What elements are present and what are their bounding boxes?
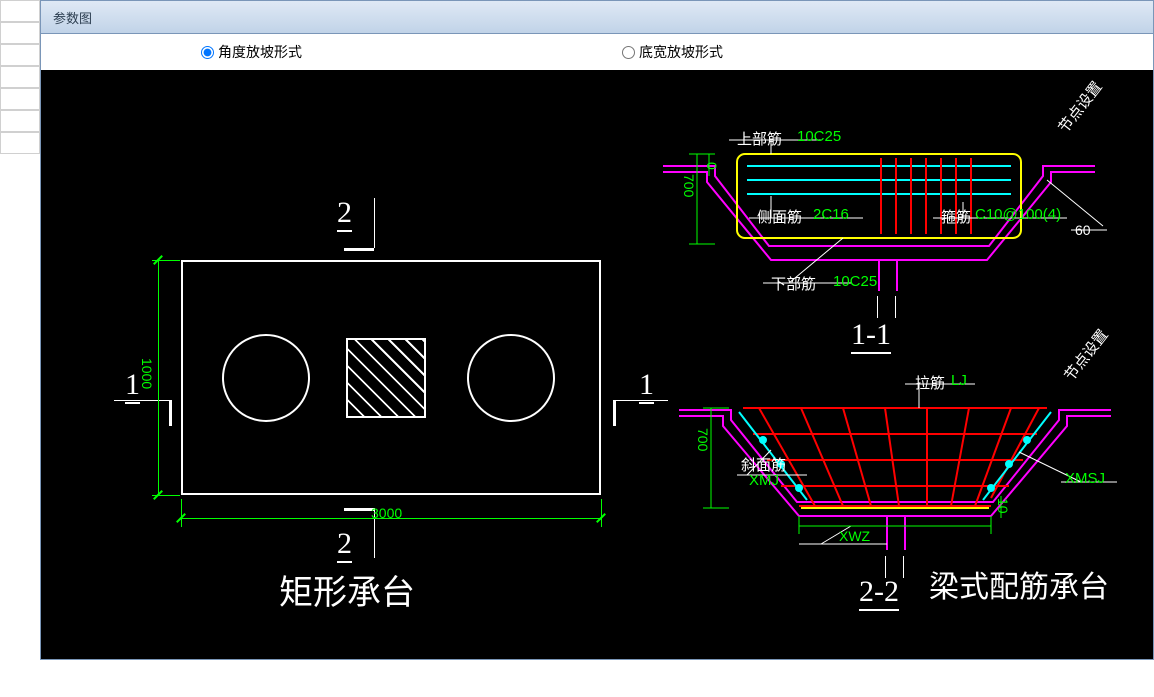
left-title: 矩形承台 xyxy=(279,565,415,614)
drawing-canvas: 2 2 1 1 1000 3000 矩形承台 xyxy=(40,70,1154,660)
radio-width[interactable]: 底宽放坡形式 xyxy=(622,42,723,62)
dim-1000: 1000 xyxy=(139,358,155,389)
s11-col xyxy=(895,296,896,318)
radio-angle-input[interactable] xyxy=(201,46,214,59)
s22-col xyxy=(903,556,904,578)
window-titlebar: 参数图 xyxy=(40,0,1154,34)
s22-rightv: 10 xyxy=(995,498,1011,514)
s22-xwz: XWZ xyxy=(839,528,870,544)
section-2-top-line xyxy=(374,198,375,248)
radio-group: 角度放坡形式 底宽放坡形式 xyxy=(40,34,1154,70)
s11-bot-label: 下部筋 xyxy=(771,273,816,294)
s22-tie-value: LJ xyxy=(951,372,967,389)
s11-nodenote: 节点设置 xyxy=(1053,77,1106,137)
window-title: 参数图 xyxy=(53,8,92,27)
s22-footer: 梁式配筋承台 xyxy=(929,562,1109,606)
s11-title: 1-1 xyxy=(851,318,891,354)
s11-angle: 60 xyxy=(1075,222,1091,238)
s22-vdim: 700 xyxy=(695,428,711,451)
s22-incl-value: XMJ xyxy=(749,472,779,489)
section-1-right-tick xyxy=(613,400,616,426)
dim-3000: 3000 xyxy=(371,505,402,521)
column-hatch xyxy=(346,338,426,418)
section-2-bot-tick xyxy=(344,508,374,511)
section-mark-1-left: 1 xyxy=(125,368,140,404)
s22-inclr-value: XMSJ xyxy=(1065,470,1105,487)
dim-1000-line xyxy=(158,260,159,495)
s11-side-value: 2C16 xyxy=(813,206,849,223)
pile-circle xyxy=(222,334,310,422)
s11-top-value: 10C25 xyxy=(797,128,841,145)
section-1-left-line xyxy=(114,400,169,401)
radio-angle-label: 角度放坡形式 xyxy=(218,42,302,62)
s11-stirrup-value: C10@100(4) xyxy=(975,206,1061,223)
radio-width-label: 底宽放坡形式 xyxy=(639,42,723,62)
pile-circle xyxy=(467,334,555,422)
section-2-top-tick xyxy=(344,248,374,251)
section-mark-2-top: 2 xyxy=(337,196,352,232)
radio-width-input[interactable] xyxy=(622,46,635,59)
s11-vdim: 700 xyxy=(681,174,697,197)
s22-tie-label: 拉筋 xyxy=(915,372,945,393)
s11-hdim2: 0 xyxy=(704,162,720,170)
s11-side-label: 侧面筋 xyxy=(757,206,802,227)
s11-stirrup-label: 箍筋 xyxy=(941,206,971,227)
section-1-left-tick xyxy=(169,400,172,426)
section-mark-2-bot: 2 xyxy=(337,527,352,563)
radio-angle[interactable]: 角度放坡形式 xyxy=(201,42,302,62)
s11-top-label: 上部筋 xyxy=(737,128,782,149)
section-1-1-svg xyxy=(651,136,1121,346)
s22-title: 2-2 xyxy=(859,575,899,611)
s11-bot-value: 10C25 xyxy=(833,273,877,290)
s11-col xyxy=(877,296,878,318)
